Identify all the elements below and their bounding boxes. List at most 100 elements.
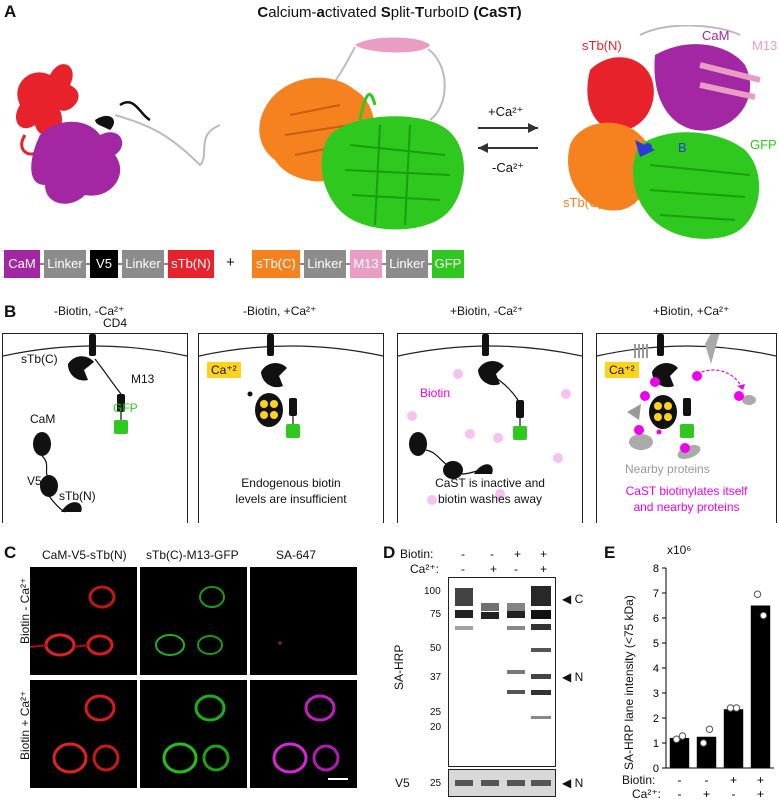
cell3-heading: +Biotin, -Ca²⁺ bbox=[450, 304, 524, 318]
y-tick-label-0: 0 bbox=[653, 763, 659, 775]
data-point-1-2 bbox=[678, 732, 687, 740]
blot-biotin-lane4: + bbox=[540, 547, 548, 561]
structure-middle bbox=[259, 37, 464, 230]
micrograph-r1-green bbox=[140, 567, 247, 675]
blot-biotin-lane2: - bbox=[490, 547, 494, 561]
x-biotin-2: - bbox=[705, 773, 709, 787]
title-part-1-bold: C bbox=[257, 4, 269, 21]
cell1-label-cam: CaM bbox=[30, 412, 56, 426]
y-tick-label-7: 7 bbox=[653, 588, 659, 600]
blot-arrow-n-text: N bbox=[574, 670, 584, 684]
chart-ylabel: SA-HRP lane intensity (<75 kDa) bbox=[622, 595, 636, 770]
chart-ca-label: Ca²⁺: bbox=[632, 787, 662, 801]
blot-marker-37: 37 bbox=[430, 672, 442, 683]
blot-marker-25: 25 bbox=[430, 707, 442, 718]
v5-blot bbox=[448, 769, 556, 797]
blot-marker-100: 100 bbox=[424, 586, 441, 597]
bar-3 bbox=[723, 709, 744, 768]
blot-ca-lane2: + bbox=[490, 562, 498, 576]
blot-arrow-n: ◀ N bbox=[562, 670, 584, 684]
cell2-caption-1: Endogenous biotin bbox=[241, 476, 341, 490]
y-tick-label-3: 3 bbox=[653, 688, 659, 700]
cell2-ca-box: Ca⁺² bbox=[207, 362, 241, 378]
col-label-cam-v5-stbn: CaM-V5-sTb(N) bbox=[42, 548, 127, 562]
cell4-caption-2: and nearby proteins bbox=[633, 500, 740, 514]
y-tick-label-1: 1 bbox=[653, 738, 659, 750]
blot-ca-lane4: + bbox=[540, 562, 548, 576]
data-point-3-2 bbox=[732, 704, 741, 712]
plus-sign: + bbox=[226, 254, 235, 271]
col-label-stbc-m13-gfp: sTb(C)-M13-GFP bbox=[146, 548, 239, 562]
chart-ylabel-text: SA-HRP lane intensity (<75 kDa) bbox=[622, 595, 636, 770]
x-biotin-3: + bbox=[730, 773, 737, 787]
label-gfp-structure: GFP bbox=[750, 137, 777, 152]
panel-label-a: A bbox=[4, 2, 17, 21]
v5-arrow-n: ◀ N bbox=[562, 776, 584, 790]
cell3-caption-2: biotin washes away bbox=[437, 492, 543, 506]
cell-2: Ca⁺² Endogenous biotin levels are insuff… bbox=[198, 333, 384, 523]
y-tick-label-6: 6 bbox=[653, 613, 659, 625]
cell-4: Ca⁺² Nearby proteins CaST biotinylates i… bbox=[596, 333, 777, 523]
y-tick-label-4: 4 bbox=[653, 663, 659, 675]
blot-marker-75: 75 bbox=[430, 609, 442, 620]
sa-hrp-blot bbox=[448, 577, 556, 767]
cell4-ca-box: Ca⁺² bbox=[605, 362, 639, 378]
cell3-caption-1: CaST is inactive and bbox=[435, 476, 545, 490]
data-point-1-1 bbox=[672, 735, 681, 743]
cell1-label-v5: V5 bbox=[27, 474, 42, 488]
v5-arrow-n-text: N bbox=[574, 776, 584, 790]
cell3-biotin-label: Biotin bbox=[420, 386, 451, 400]
micrograph-r2-red bbox=[30, 680, 137, 788]
label-cam-structure: CaM bbox=[702, 28, 730, 43]
blot-ca-lane1: - bbox=[461, 562, 465, 576]
cell-1: CD4 sTb(C) M13 GFP CaM V5 sTb(N) bbox=[2, 316, 188, 523]
cell4-caption-1: CaST biotinylates itself bbox=[625, 484, 748, 498]
chart-multiplier: x10⁶ bbox=[667, 543, 692, 557]
panel-label-c: C bbox=[4, 543, 17, 562]
y-tick-label-8: 8 bbox=[653, 563, 659, 575]
x-ca-1: - bbox=[678, 787, 682, 801]
cell1-label-gfp: GFP bbox=[113, 401, 138, 415]
y-tick-label-5: 5 bbox=[653, 638, 659, 650]
protein-structures-illustration bbox=[15, 25, 761, 239]
construct2-m13: M13 bbox=[350, 250, 382, 278]
label-m13-structure: M13 bbox=[752, 38, 778, 53]
chart-biotin-label: Biotin: bbox=[622, 773, 656, 787]
data-point-2-2 bbox=[705, 725, 714, 733]
data-point-4-2 bbox=[759, 611, 768, 620]
bar-4 bbox=[750, 605, 771, 768]
construct2-gfp: GFP bbox=[432, 250, 464, 278]
cell-3: Biotin CaST is inactive and biotin washe… bbox=[397, 333, 583, 523]
sa-hrp-label: SA-HRP bbox=[392, 645, 406, 690]
panel-label-b: B bbox=[4, 302, 17, 321]
blot-marker-20: 20 bbox=[430, 722, 442, 733]
cell1-label-stbn: sTb(N) bbox=[59, 489, 96, 503]
blot-biotin-lane1: - bbox=[461, 547, 465, 561]
title-part-3-bold: S bbox=[380, 4, 391, 21]
blot-ca-label: Ca²⁺: bbox=[410, 562, 440, 576]
micrograph-r2-sa647 bbox=[250, 680, 357, 788]
construct2-linker-2: Linker bbox=[386, 250, 428, 278]
cell1-heading: -Biotin, -Ca²⁺ bbox=[54, 304, 125, 318]
figure-title: Calcium-activated Split-TurboID (CaST) bbox=[0, 4, 779, 21]
label-plus-ca: +Ca²⁺ bbox=[488, 104, 524, 119]
panel-label-d: D bbox=[383, 543, 396, 562]
title-part-3: plit- bbox=[390, 4, 415, 21]
x-ca-3: - bbox=[732, 787, 736, 801]
blot-arrow-c: ◀ C bbox=[562, 592, 584, 606]
blot-marker-50: 50 bbox=[430, 643, 442, 654]
sa-hrp-label-text: SA-HRP bbox=[392, 644, 406, 690]
label-stbn-structure: sTb(N) bbox=[582, 38, 622, 53]
blot-biotin-lane3: + bbox=[514, 547, 522, 561]
v5-label: V5 bbox=[395, 776, 410, 790]
x-biotin-4: + bbox=[757, 773, 764, 787]
blot-arrow-c-text: C bbox=[574, 592, 584, 606]
construct2-linker-1: Linker bbox=[304, 250, 346, 278]
x-ca-2: + bbox=[703, 787, 710, 801]
title-part-2: ctivated bbox=[324, 4, 381, 21]
title-part-4: urboID bbox=[424, 4, 474, 21]
structure-left bbox=[15, 64, 221, 204]
structure-right bbox=[568, 25, 761, 239]
data-point-2-1 bbox=[699, 739, 708, 747]
